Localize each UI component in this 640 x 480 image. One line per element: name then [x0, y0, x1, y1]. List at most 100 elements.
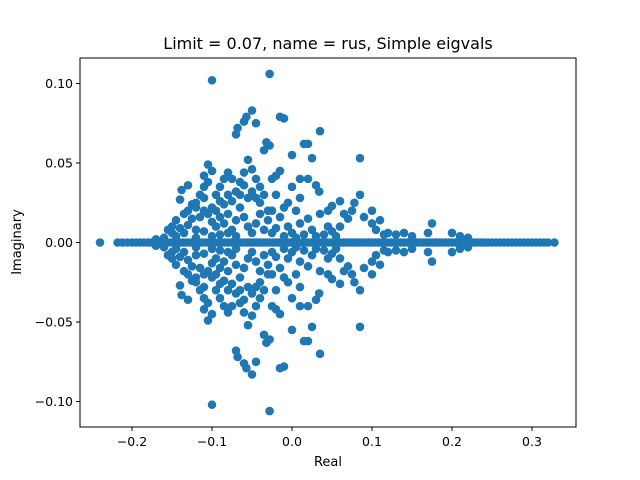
data-point — [235, 203, 245, 212]
data-point — [331, 244, 341, 254]
data-point — [291, 270, 301, 279]
data-point — [239, 263, 249, 273]
data-point — [187, 214, 197, 223]
data-point — [223, 168, 233, 177]
data-point — [219, 174, 229, 184]
data-point — [335, 196, 345, 206]
data-point — [191, 242, 201, 252]
data-point — [219, 219, 229, 228]
data-point — [227, 174, 237, 184]
data-point — [251, 301, 261, 311]
data-point — [265, 406, 274, 416]
data-point — [550, 238, 559, 247]
data-point — [171, 215, 181, 225]
data-point — [327, 274, 337, 284]
data-point — [271, 252, 281, 262]
data-point — [307, 250, 317, 260]
data-point — [383, 247, 393, 257]
data-point — [455, 244, 465, 254]
data-point — [223, 285, 233, 295]
data-point — [314, 187, 324, 196]
data-point — [311, 180, 321, 190]
data-point — [455, 231, 465, 241]
data-point — [299, 246, 309, 255]
data-point — [283, 254, 293, 263]
data-point — [367, 206, 377, 215]
data-point — [287, 293, 297, 303]
data-point — [335, 254, 345, 263]
data-point — [199, 227, 209, 236]
data-point — [233, 123, 242, 133]
x-axis-ticks: −0.2 −0.1 0.0 0.1 0.2 0.3 — [117, 427, 542, 449]
data-point — [315, 209, 325, 219]
data-point — [247, 311, 257, 320]
data-point — [235, 285, 245, 295]
chart-title: Limit = 0.07, name = rus, Simple eigvals — [163, 34, 492, 53]
data-point — [315, 349, 325, 359]
data-point — [265, 69, 274, 79]
data-point — [203, 316, 213, 325]
data-point — [271, 223, 281, 233]
data-point — [239, 168, 249, 177]
data-point — [295, 193, 305, 203]
data-point — [239, 308, 249, 317]
data-point — [215, 246, 225, 255]
data-point — [279, 203, 289, 212]
data-point — [243, 222, 253, 231]
data-point — [239, 117, 249, 126]
data-point — [543, 238, 553, 247]
data-point — [223, 209, 233, 219]
data-point — [367, 257, 377, 266]
data-point — [255, 266, 265, 276]
data-point — [191, 225, 201, 235]
data-point — [259, 225, 269, 235]
data-point — [279, 273, 289, 282]
data-point — [243, 254, 253, 263]
data-point — [243, 320, 253, 330]
data-point — [307, 225, 317, 235]
data-point — [307, 322, 317, 332]
y-axis-label: Imaginary — [10, 209, 25, 275]
data-point — [251, 193, 261, 203]
data-point — [295, 219, 305, 228]
data-point — [227, 279, 237, 289]
data-point — [175, 195, 185, 204]
data-point — [251, 257, 261, 266]
data-point — [183, 206, 193, 215]
data-point — [399, 247, 409, 257]
y-tick-label: 0.00 — [45, 235, 73, 250]
data-point — [235, 190, 245, 200]
data-point — [207, 166, 217, 176]
data-point — [211, 222, 221, 231]
data-point — [215, 263, 225, 273]
data-point — [427, 257, 437, 266]
data-point — [267, 301, 277, 311]
data-point — [191, 233, 201, 243]
data-point — [191, 250, 201, 260]
data-point — [423, 247, 433, 257]
data-point — [311, 231, 321, 241]
data-point — [219, 257, 229, 266]
data-point — [350, 277, 359, 287]
data-point — [303, 262, 313, 271]
data-point — [247, 165, 257, 174]
data-point — [275, 263, 285, 273]
x-tick-label: 0.2 — [442, 434, 462, 449]
data-point — [307, 153, 317, 163]
data-point — [331, 231, 341, 241]
data-point — [367, 270, 377, 279]
data-point — [215, 182, 225, 192]
data-point — [159, 233, 169, 243]
data-point — [343, 214, 353, 223]
data-point — [447, 247, 457, 257]
data-point — [211, 285, 221, 295]
data-point — [263, 215, 273, 225]
data-point — [207, 231, 217, 241]
data-point — [235, 273, 245, 282]
data-point — [95, 238, 105, 247]
data-point — [323, 222, 333, 231]
data-point — [359, 263, 369, 273]
data-point — [187, 276, 197, 285]
data-point — [163, 250, 173, 260]
